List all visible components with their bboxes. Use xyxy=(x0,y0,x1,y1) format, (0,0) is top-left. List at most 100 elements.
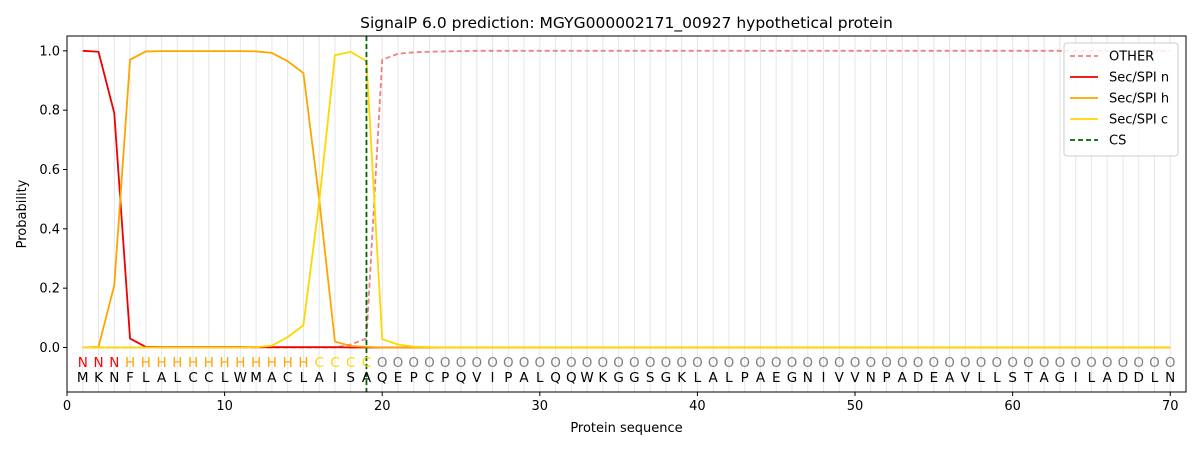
region-label: O xyxy=(503,355,514,371)
legend: OTHER Sec/SPI n Sec/SPI h Sec/SPI c CS xyxy=(1063,42,1179,157)
residue-label: L xyxy=(536,370,544,386)
residue-label: V xyxy=(472,370,482,386)
region-label: O xyxy=(1070,355,1081,371)
residue-label: M xyxy=(250,370,262,386)
residue-label: A xyxy=(315,370,325,386)
residue-label: Q xyxy=(550,370,561,386)
residue-label: P xyxy=(441,370,449,386)
x-tick-label: 30 xyxy=(532,399,549,414)
region-label: O xyxy=(929,355,940,371)
region-label: O xyxy=(1055,355,1066,371)
residue-label: G xyxy=(787,370,797,386)
x-tick-label: 20 xyxy=(374,399,391,414)
residue-label: A xyxy=(157,370,167,386)
residue-label: S xyxy=(1008,370,1017,386)
legend-entry: Sec/SPI n xyxy=(1109,71,1169,86)
region-label: O xyxy=(661,355,672,371)
plot-frame xyxy=(66,35,1187,393)
x-axis-label: Protein sequence xyxy=(570,421,682,436)
region-label: O xyxy=(471,355,482,371)
region-label: H xyxy=(235,355,245,371)
residue-label: G xyxy=(1055,370,1065,386)
residue-label: S xyxy=(346,370,355,386)
residue-label: G xyxy=(613,370,623,386)
region-label: O xyxy=(834,355,845,371)
region-label: H xyxy=(204,355,214,371)
region-label: H xyxy=(156,355,166,371)
region-label: O xyxy=(534,355,545,371)
y-tick-label: 1.0 xyxy=(39,44,60,59)
y-tick-label: 0.6 xyxy=(39,163,60,178)
region-label: O xyxy=(802,355,813,371)
residue-label: C xyxy=(283,370,292,386)
legend-entry: OTHER xyxy=(1109,50,1154,65)
region-label: O xyxy=(1102,355,1113,371)
region-label: O xyxy=(393,355,404,371)
residue-label: W xyxy=(580,370,593,386)
legend-entry: Sec/SPI h xyxy=(1109,92,1169,107)
residue-label: F xyxy=(126,370,134,386)
residue-label: P xyxy=(410,370,418,386)
residue-label: G xyxy=(661,370,671,386)
residue-label: L xyxy=(993,370,1001,386)
residue-label: D xyxy=(1134,370,1144,386)
x-tick-label: 40 xyxy=(689,399,706,414)
region-label: O xyxy=(424,355,435,371)
residue-label: P xyxy=(741,370,749,386)
residue-label: L xyxy=(977,370,985,386)
residue-label: N xyxy=(1165,370,1175,386)
region-label: H xyxy=(251,355,261,371)
x-tick-label: 50 xyxy=(847,399,864,414)
residue-label: Q xyxy=(566,370,577,386)
region-label: O xyxy=(487,355,498,371)
residue-label: D xyxy=(913,370,923,386)
residue-label: K xyxy=(598,370,608,386)
residue-label: L xyxy=(142,370,150,386)
residue-label: A xyxy=(267,370,277,386)
residue-label: A xyxy=(709,370,719,386)
region-label: H xyxy=(141,355,151,371)
region-label: O xyxy=(676,355,687,371)
y-tick-label: 0.0 xyxy=(39,341,60,356)
residue-label: E xyxy=(772,370,781,386)
residue-label: N xyxy=(109,370,119,386)
region-label: N xyxy=(78,355,88,371)
residue-label: C xyxy=(188,370,197,386)
sequence-gridlines xyxy=(82,36,1171,392)
residue-label: A xyxy=(945,370,955,386)
region-label: O xyxy=(724,355,735,371)
region-label: H xyxy=(125,355,135,371)
residue-label: A xyxy=(898,370,908,386)
residue-label: Q xyxy=(456,370,467,386)
series-line-sec-spi-h xyxy=(82,50,1171,349)
region-label: H xyxy=(267,355,277,371)
legend-entry: CS xyxy=(1109,134,1126,149)
region-label: O xyxy=(913,355,924,371)
y-tick-label: 0.8 xyxy=(39,104,60,119)
region-label: H xyxy=(220,355,230,371)
residue-label: L xyxy=(221,370,229,386)
region-label: H xyxy=(172,355,182,371)
residue-label: P xyxy=(882,370,890,386)
residue-label: E xyxy=(930,370,939,386)
region-label: O xyxy=(456,355,467,371)
residue-label: P xyxy=(504,370,512,386)
residue-label: V xyxy=(961,370,971,386)
residue-label: L xyxy=(174,370,182,386)
region-label: O xyxy=(550,355,561,371)
residue-label: T xyxy=(1023,370,1033,386)
residue-label: N xyxy=(866,370,876,386)
region-label: O xyxy=(1118,355,1129,371)
region-label: O xyxy=(1007,355,1018,371)
region-label: C xyxy=(330,355,339,371)
region-label: O xyxy=(598,355,609,371)
x-tick-label: 60 xyxy=(1004,399,1021,414)
legend-box xyxy=(1063,42,1179,157)
residue-label: G xyxy=(629,370,639,386)
residue-label: A xyxy=(756,370,766,386)
region-label: O xyxy=(960,355,971,371)
x-tick-label: 0 xyxy=(63,399,71,414)
region-label: H xyxy=(283,355,293,371)
